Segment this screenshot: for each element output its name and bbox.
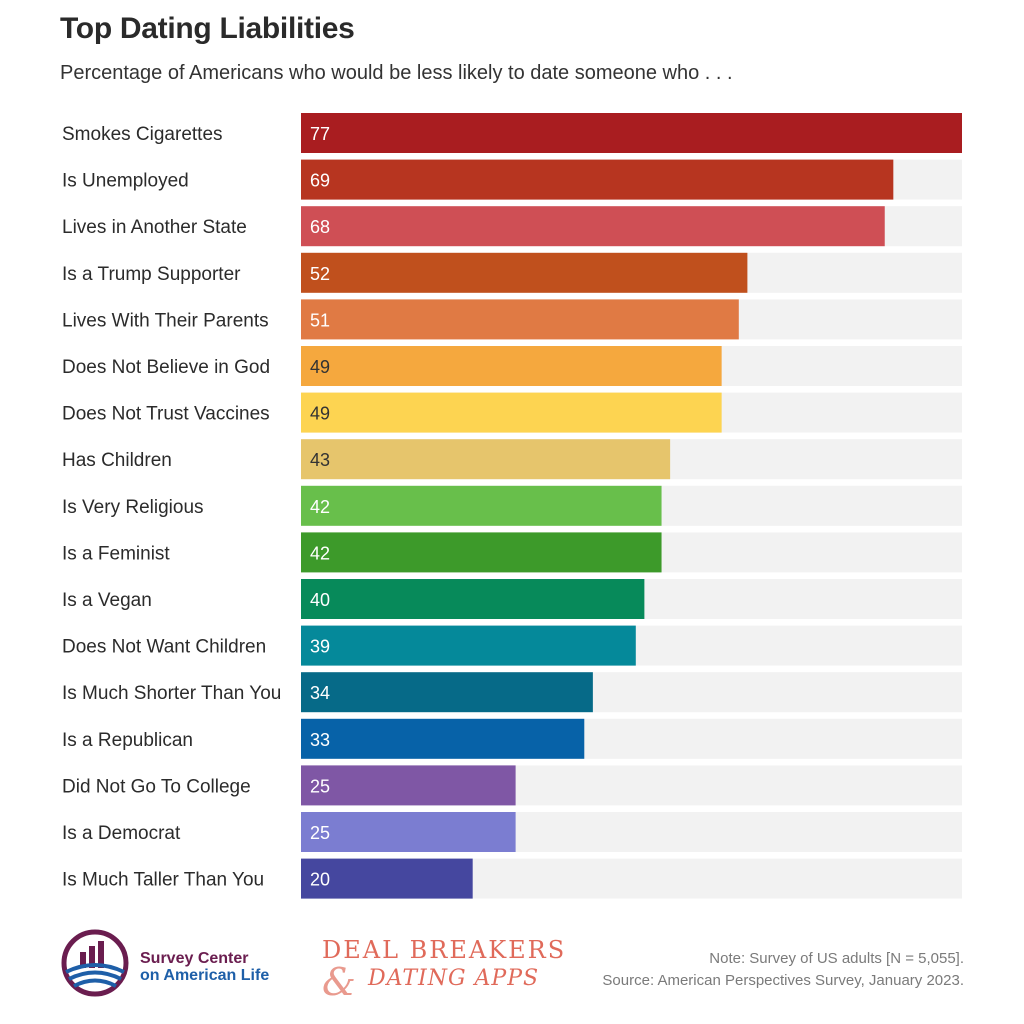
value-label: 43	[310, 450, 330, 470]
chart-title: Top Dating Liabilities	[60, 12, 355, 45]
value-label: 33	[310, 730, 330, 750]
category-label: Is a Trump Supporter	[62, 264, 241, 285]
category-label: Smokes Cigarettes	[62, 124, 223, 145]
category-label: Does Not Trust Vaccines	[62, 404, 270, 425]
bar	[301, 113, 962, 153]
chart-subtitle: Percentage of Americans who would be les…	[60, 62, 733, 84]
bar	[301, 159, 894, 200]
value-label: 39	[310, 637, 330, 657]
category-label: Is Much Shorter Than You	[62, 683, 281, 704]
note-text: Note: Survey of US adults [N = 5,055].	[709, 950, 964, 967]
bar	[301, 579, 645, 619]
value-label: 49	[310, 357, 330, 377]
bar	[301, 532, 662, 573]
category-label: Does Not Want Children	[62, 637, 266, 658]
category-label: Is Much Taller Than You	[62, 870, 264, 891]
value-label: 42	[310, 497, 330, 517]
bar	[301, 672, 593, 713]
category-label: Is Very Religious	[62, 497, 204, 518]
category-label: Is a Feminist	[62, 543, 170, 564]
category-label: Is a Republican	[62, 730, 193, 751]
value-label: 25	[310, 823, 330, 843]
value-label: 49	[310, 404, 330, 424]
category-label: Is Unemployed	[62, 171, 189, 192]
value-label: 34	[310, 683, 330, 703]
value-label: 20	[310, 870, 330, 890]
footnote: Note: Survey of US adults [N = 5,055]. S…	[602, 948, 964, 992]
bar-chart: Smokes Cigarettes 77 Is Unemployed 69 Lives …	[62, 113, 962, 899]
bar	[301, 392, 722, 433]
category-label: Is a Democrat	[62, 823, 181, 844]
bar	[301, 812, 516, 852]
category-label: Lives With Their Parents	[62, 310, 269, 331]
value-label: 77	[310, 124, 330, 144]
org-name-line2: on American Life	[140, 967, 270, 984]
bar	[301, 206, 885, 247]
survey-center-logo-icon	[61, 929, 129, 997]
bar	[301, 252, 748, 293]
brand-ampersand: &	[322, 960, 356, 1004]
brand-dating-apps: DATING APPS	[368, 966, 540, 991]
category-label: Did Not Go To College	[62, 776, 251, 797]
value-label: 69	[310, 171, 330, 191]
org-name: Survey Center on American Life	[140, 950, 269, 984]
value-label: 52	[310, 264, 330, 284]
category-label: Has Children	[62, 450, 172, 471]
category-label: Lives in Another State	[62, 217, 247, 238]
org-name-line1: Survey Center	[140, 950, 249, 967]
bar	[301, 439, 671, 480]
bar	[301, 299, 739, 340]
brand-deal-breakers: DEAL BREAKERS	[322, 936, 567, 964]
bar	[301, 625, 636, 666]
value-label: 42	[310, 543, 330, 563]
bar	[301, 765, 516, 806]
value-label: 25	[310, 776, 330, 796]
source-text: Source: American Perspectives Survey, Ja…	[602, 972, 964, 989]
bar	[301, 718, 585, 759]
value-label: 68	[310, 217, 330, 237]
bar	[301, 346, 722, 386]
bar	[301, 858, 473, 899]
bar	[301, 485, 662, 526]
category-label: Does Not Believe in God	[62, 357, 270, 378]
value-label: 40	[310, 590, 330, 610]
category-label: Is a Vegan	[62, 590, 152, 611]
value-label: 51	[310, 310, 330, 330]
